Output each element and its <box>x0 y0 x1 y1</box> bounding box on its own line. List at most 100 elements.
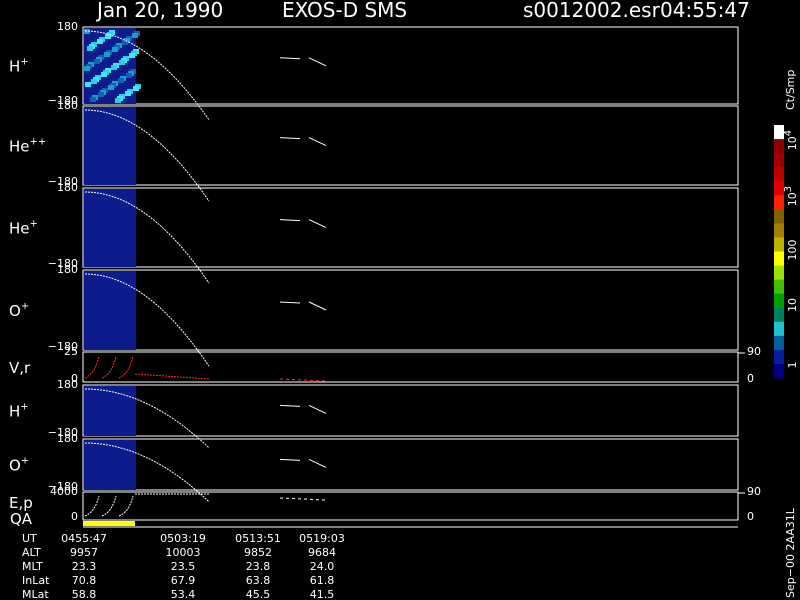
table-value: 23.3 <box>72 560 97 573</box>
spectrogram-cell <box>132 33 138 38</box>
panel-label-sup: + <box>30 219 38 230</box>
spectrogram <box>84 189 136 267</box>
colorbar-swatch <box>774 251 784 267</box>
panel-label-sup: + <box>20 402 28 413</box>
panel-label: V,r <box>9 359 31 377</box>
instrument: EXOS-D SMS <box>282 0 407 22</box>
spectrogram-cell <box>118 78 124 83</box>
spectrogram-cell <box>112 47 118 52</box>
right-tick-label: 0 <box>747 510 754 523</box>
colorbar-swatch <box>774 363 784 379</box>
y-tick-label: 4000 <box>50 485 78 498</box>
panel-label-base: He <box>9 138 30 156</box>
y-tick-label: −180 <box>48 257 78 270</box>
footer: Sep−00 2AA31L <box>784 507 797 598</box>
qa-bar <box>83 521 135 526</box>
table-value: 41.5 <box>310 588 335 600</box>
qa-label: QA <box>10 510 33 528</box>
table-value: 9957 <box>70 546 98 559</box>
table-value: 10003 <box>166 546 201 559</box>
spectrogram-cell <box>97 39 103 44</box>
panel-frame <box>82 26 739 105</box>
panel-label-base: O <box>9 302 21 320</box>
colorbar-swatch <box>774 181 784 196</box>
table-value: 0519:03 <box>299 532 345 545</box>
trace <box>101 495 117 517</box>
y-tick-label: −180 <box>48 480 78 493</box>
colorbar-swatch <box>774 153 784 168</box>
y-tick-label: −180 <box>48 340 78 353</box>
spectrogram-cell <box>111 65 117 70</box>
table-row-label: MLat <box>22 588 49 600</box>
trace <box>84 388 210 449</box>
table-value: 61.8 <box>310 574 335 587</box>
spectrogram-cell <box>90 97 96 102</box>
colorbar-label-base: 10 <box>786 192 799 206</box>
spectrogram <box>84 107 136 185</box>
colorbar-swatch <box>774 125 784 140</box>
table-row-label: MLT <box>22 560 43 573</box>
colorbar-swatch <box>774 237 784 252</box>
y-tick-label: 180 <box>57 99 78 112</box>
panel-label: O+ <box>9 456 29 475</box>
y-tick-label: 180 <box>57 20 78 33</box>
table-value: 23.5 <box>171 560 196 573</box>
spectrogram-cell <box>104 52 110 57</box>
panel-label-sup: + <box>21 456 29 467</box>
colorbar-swatch <box>774 321 784 337</box>
y-tick-label: 0 <box>71 372 78 385</box>
panel-label-base: O <box>9 457 21 475</box>
spectrogram-cell <box>126 73 132 78</box>
spectrogram <box>84 440 136 490</box>
trace <box>118 355 134 379</box>
trace <box>279 497 327 501</box>
spectrogram-cell <box>101 72 107 77</box>
trace <box>84 273 210 367</box>
spectrogram-cell <box>85 82 91 87</box>
trace <box>84 355 100 379</box>
table-value: 23.8 <box>246 560 271 573</box>
colorbar-swatch <box>774 209 784 224</box>
colorbar-swatch <box>774 223 784 238</box>
trace <box>308 219 327 229</box>
table-value: 63.8 <box>246 574 271 587</box>
panel-label-sup: + <box>20 57 28 68</box>
table-value: 0503:19 <box>160 532 206 545</box>
colorbar-swatch <box>774 139 784 154</box>
table-value: 9684 <box>308 546 336 559</box>
spectrogram-cell <box>122 40 128 45</box>
table-row-label: UT <box>22 532 37 545</box>
y-tick-label: 0 <box>71 510 78 523</box>
table-value: 70.8 <box>72 574 97 587</box>
y-tick-label: 25 <box>64 345 78 358</box>
trace <box>101 355 117 379</box>
colorbar-label: 100 <box>786 240 799 261</box>
trace <box>279 378 327 382</box>
colorbar-swatch <box>774 293 784 309</box>
spectrogram-cell <box>129 53 135 58</box>
colorbar-label-base: 10 <box>786 298 799 312</box>
y-tick-label: 180 <box>57 263 78 276</box>
colorbar-swatch <box>774 307 784 323</box>
trace <box>118 495 134 517</box>
colorbar-label: 10 <box>786 298 799 312</box>
table-value: 0455:47 <box>61 532 107 545</box>
panel-frame <box>82 351 739 383</box>
panel-frame <box>82 105 739 186</box>
y-tick-label: 180 <box>57 432 78 445</box>
spectrogram-cell <box>119 60 125 65</box>
colorbar-swatch <box>774 167 784 182</box>
y-tick-label: 180 <box>57 181 78 194</box>
trace <box>279 57 301 60</box>
colorbar-swatch <box>774 265 784 281</box>
trace <box>84 442 210 503</box>
table-value: 0513:51 <box>235 532 281 545</box>
trace <box>134 373 211 380</box>
colorbar-label: 103 <box>783 186 799 206</box>
trace <box>84 30 210 121</box>
spectrogram <box>84 271 136 350</box>
colorbar-label-sup: 3 <box>783 186 794 192</box>
panel-label-sup: + <box>21 301 29 312</box>
panel-label: O+ <box>9 301 29 320</box>
